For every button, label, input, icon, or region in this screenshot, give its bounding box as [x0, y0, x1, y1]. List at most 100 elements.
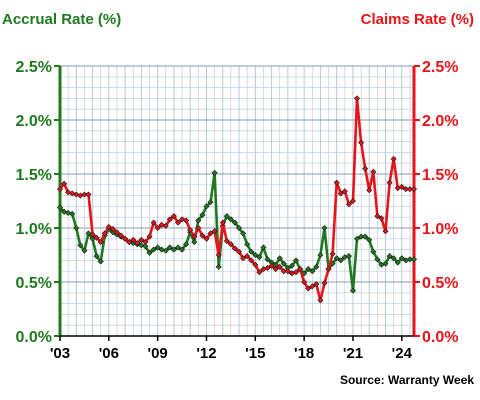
- claims-rate-point: [325, 266, 332, 273]
- accrual-rate-point: [309, 268, 316, 275]
- accrual-rate-point: [292, 257, 300, 264]
- claims-rate-point: [170, 213, 177, 220]
- accrual-rate-point: [394, 259, 401, 266]
- x-axis-tick-label: '21: [343, 345, 363, 362]
- accrual-rate-point: [374, 256, 381, 263]
- claims-rate-point: [329, 250, 336, 257]
- accrual-rate-point: [203, 203, 210, 210]
- claims-rate-line: [58, 97, 414, 302]
- x-axis-tick-label: '09: [148, 345, 168, 362]
- claims-rate-point: [118, 232, 125, 239]
- claims-rate-point: [272, 266, 279, 273]
- accrual-rate-point: [93, 253, 100, 260]
- accrual-rate-point: [195, 217, 202, 224]
- accrual-rate-point: [150, 246, 157, 253]
- accrual-rate-point: [386, 253, 393, 260]
- claims-rate-point: [236, 248, 243, 255]
- left-axis-tick-label: 1.5%: [16, 167, 52, 184]
- claims-rate-point: [378, 215, 385, 222]
- accrual-rate-point: [406, 256, 413, 263]
- left-axis-tick-label: 2.5%: [16, 59, 52, 76]
- claims-rate-point: [410, 186, 418, 193]
- source-label: Source: Warranty Week: [340, 373, 474, 387]
- claims-rate-point: [166, 216, 173, 223]
- claims-rate-point: [203, 235, 210, 242]
- claims-rate-point: [276, 263, 283, 270]
- right-axis-tick-label: 1.5%: [422, 167, 458, 184]
- accrual-rate-point: [77, 242, 84, 249]
- claims-rate-point: [150, 219, 157, 226]
- accrual-rate-point: [260, 244, 267, 251]
- accrual-rate-point: [337, 257, 344, 264]
- accrual-rate-point: [390, 255, 397, 262]
- accrual-rate-point: [231, 219, 238, 226]
- accrual-rate-point: [81, 247, 88, 254]
- accrual-rate-point: [358, 233, 365, 240]
- tick-labels: 2.5% 2.0% 1.5% 1.0% 0.5% 0.0% 2.5% 2.0% 1.5% 1.0%…: [16, 59, 459, 362]
- accrual-rate-point: [288, 262, 295, 269]
- x-axis-tick-label: '06: [99, 345, 119, 362]
- claims-rate-point: [89, 231, 96, 238]
- x-axis-tick-label: '24: [392, 345, 413, 362]
- claims-rate-point: [174, 219, 182, 226]
- x-axis-tick-label: '18: [294, 345, 314, 362]
- claims-rate-point: [223, 237, 230, 244]
- accrual-rate-point: [56, 204, 64, 211]
- claims-rate-point: [268, 262, 275, 269]
- left-axis-tick-label: 1.0%: [16, 221, 52, 238]
- claims-rate-point: [341, 188, 348, 195]
- accrual-rate-point: [398, 255, 405, 262]
- grid: [59, 65, 414, 337]
- right-axis-tick-label: 1.0%: [422, 221, 458, 238]
- claims-rate-point: [138, 236, 145, 243]
- accrual-rate-point: [276, 255, 283, 262]
- claims-rate-point: [130, 236, 137, 243]
- axes: [58, 66, 416, 337]
- x-axis-tick-label: '12: [196, 345, 216, 362]
- accrual-rate-point: [252, 251, 259, 259]
- accrual-rate-point: [370, 248, 377, 255]
- claims-rate-point: [162, 222, 169, 229]
- claims-rate-point: [105, 223, 112, 230]
- accrual-rate-point: [73, 224, 80, 232]
- accrual-rate-point: [354, 235, 361, 242]
- accrual-rate-point: [227, 216, 234, 223]
- accrual-rate-point: [179, 246, 186, 253]
- claims-rate-point: [362, 165, 369, 172]
- claims-rate-point: [345, 201, 352, 208]
- claims-rate-point: [248, 257, 255, 264]
- claims-rate-point: [211, 228, 218, 235]
- claims-rate-point: [93, 234, 100, 241]
- accrual-rate-point: [85, 230, 92, 237]
- claims-rate-point: [195, 224, 202, 232]
- claims-rate-point: [292, 269, 300, 276]
- accrual-rate-point: [240, 230, 247, 237]
- claims-rate-point: [227, 241, 234, 248]
- claims-rate-point: [113, 229, 120, 236]
- accrual-rate-point: [211, 169, 218, 176]
- claims-rate-point: [313, 281, 320, 288]
- claims-rate-point: [191, 233, 198, 240]
- claims-rate-point: [374, 213, 381, 220]
- claims-rate-point: [398, 183, 405, 190]
- right-axis-tick-label: 0.5%: [422, 275, 458, 292]
- claims-rate-point: [101, 230, 108, 237]
- claims-rate-point: [354, 95, 361, 102]
- claims-rate-point: [109, 226, 116, 233]
- accrual-rate-point: [382, 260, 389, 267]
- accrual-rate-point: [215, 263, 222, 270]
- claims-rate-point: [85, 191, 92, 198]
- accrual-rate-point: [248, 248, 255, 255]
- claims-rate-point: [61, 180, 68, 187]
- claims-rate-point: [154, 224, 161, 232]
- accrual-rate-point: [97, 258, 104, 265]
- claims-rate-point: [386, 179, 393, 186]
- accrual-rate-point: [183, 241, 190, 248]
- claims-rate-point: [183, 217, 190, 224]
- left-axis-tick-label: 0.5%: [16, 275, 52, 292]
- claims-rate-point: [321, 280, 328, 287]
- accrual-rate-point: [146, 249, 153, 256]
- accrual-rate-point: [317, 251, 324, 259]
- claims-rate-point: [199, 232, 206, 239]
- accrual-rate-point: [333, 255, 340, 262]
